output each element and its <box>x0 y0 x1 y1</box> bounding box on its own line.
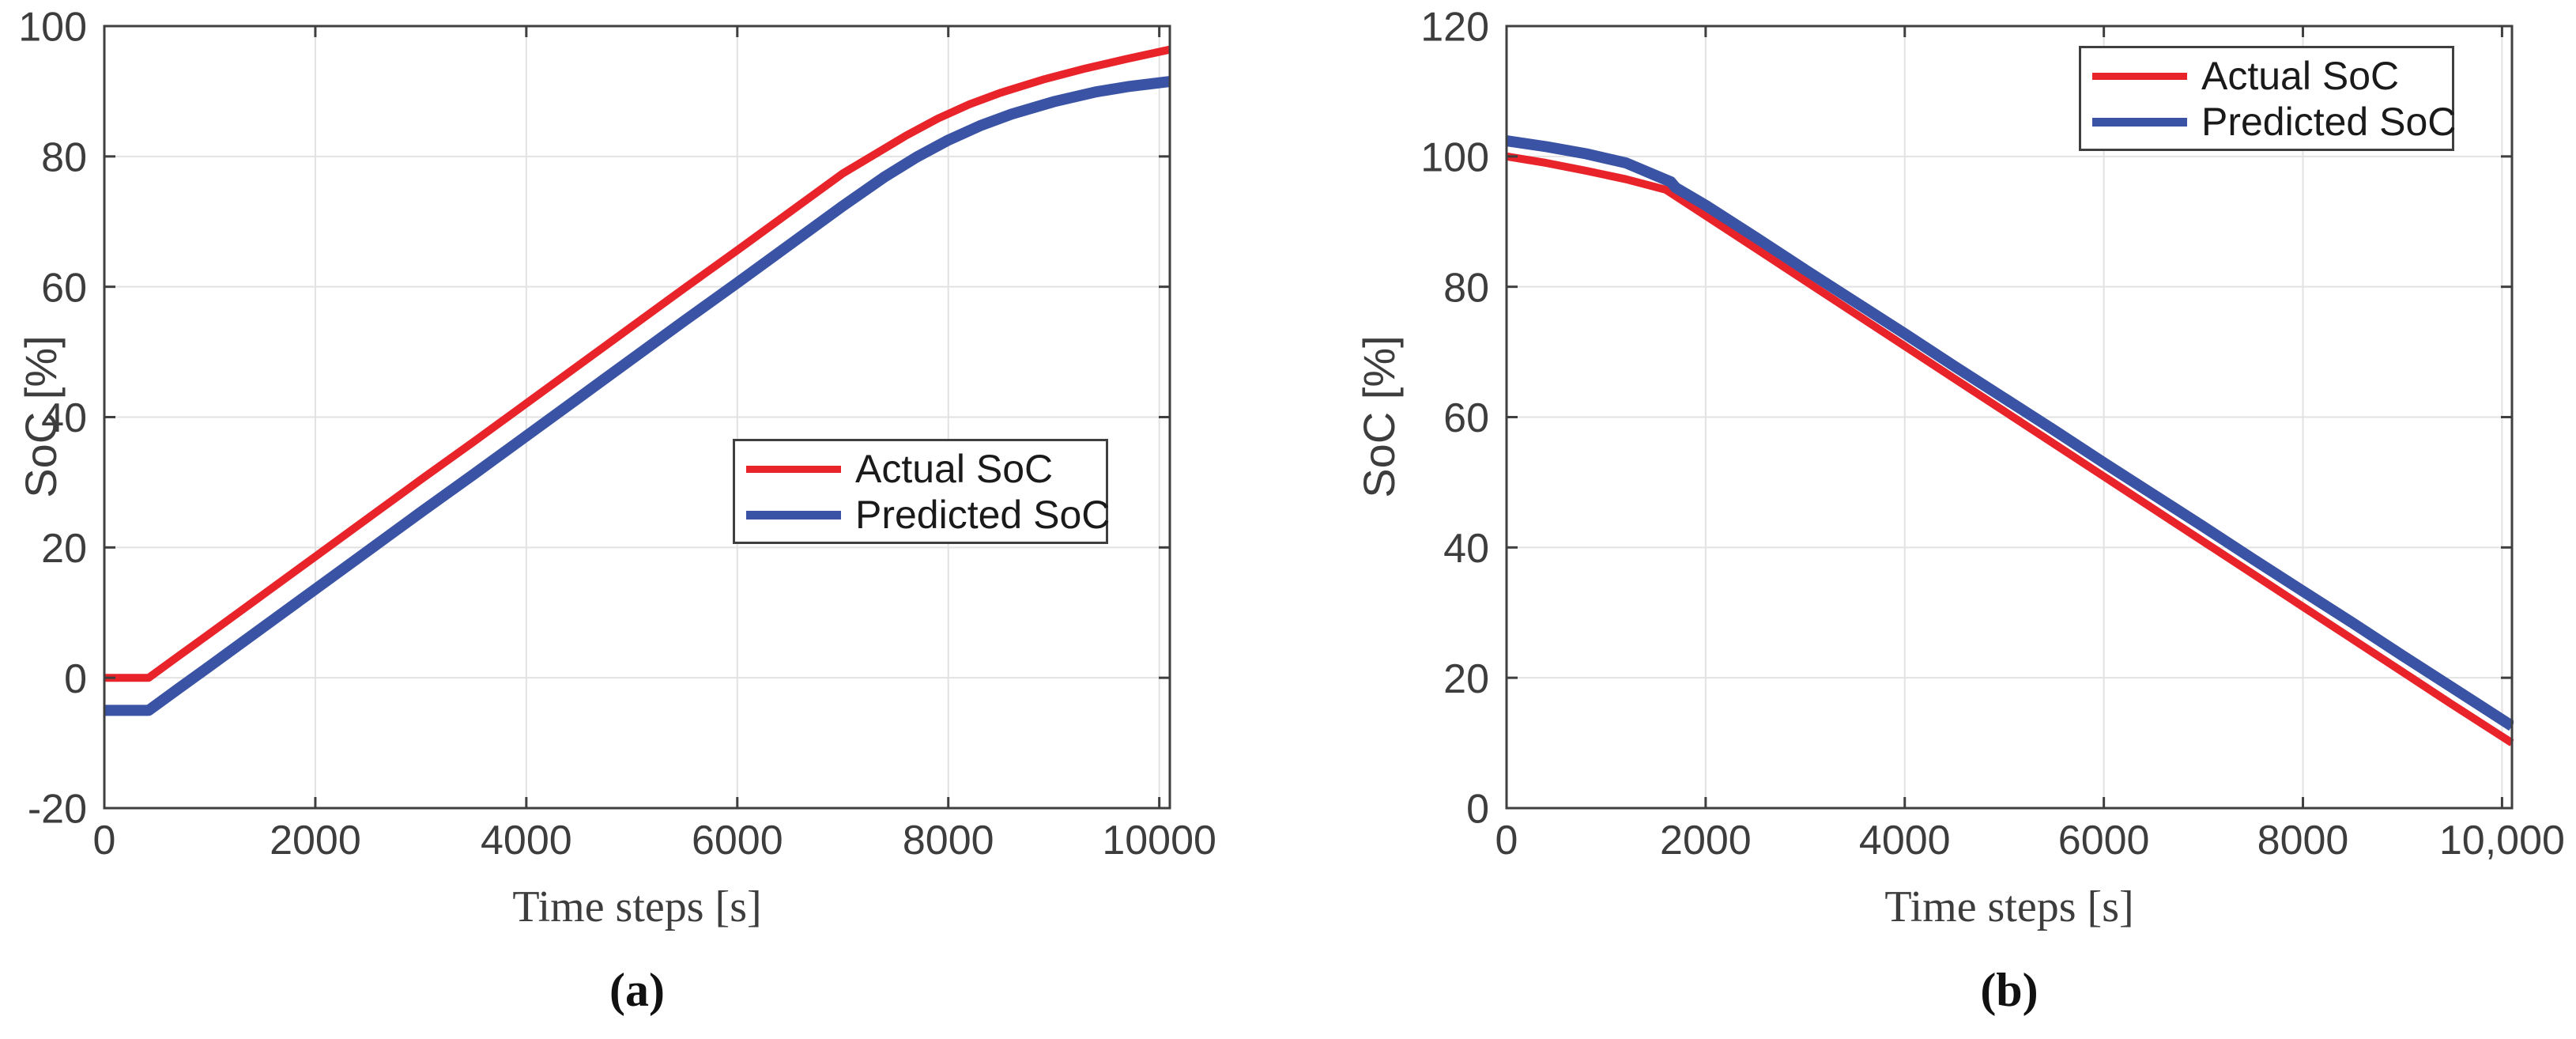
legend-swatch-box <box>746 510 841 520</box>
actual-soc-line <box>104 45 1171 682</box>
plot-b-canvas: 0 2000 4000 6000 8000 10,000 0 20 40 60 80 100 120 <box>1420 5 2565 863</box>
actual-soc-line <box>1506 152 2514 746</box>
predicted-soc-line <box>104 76 1171 716</box>
x-tick-label: 2000 <box>270 818 361 863</box>
legend-a: Actual SoC Predicted SoC <box>733 439 1110 544</box>
y-tick-label: 60 <box>41 265 87 311</box>
legend-item-predicted-soc: Predicted SoC <box>746 492 1110 538</box>
legend-item-actual-soc: Actual SoC <box>2092 53 2452 99</box>
legend-b: Actual SoC Predicted SoC <box>2079 46 2456 151</box>
panel-b: 0 2000 4000 6000 8000 10,000 0 20 40 60 80 100 120 S… <box>1288 0 2576 1039</box>
caption-a: (a) <box>609 964 665 1016</box>
predicted-soc-line <box>1505 135 2514 731</box>
legend-item-actual-soc: Actual SoC <box>746 446 1106 492</box>
x-tick-label: 2000 <box>1660 818 1752 863</box>
x-tick-label: 10000 <box>1102 818 1216 863</box>
legend-label-actual-soc: Actual SoC <box>855 447 1054 491</box>
y-tick-label: 20 <box>1443 656 1489 702</box>
x-tick-label: 6000 <box>2058 818 2150 863</box>
x-tick-label: 4000 <box>481 818 572 863</box>
x-axis-label-a: Time steps [s] <box>512 882 762 931</box>
legend-label-predicted-soc: Predicted SoC <box>855 493 1111 537</box>
predicted-soc-line-swatch <box>2092 117 2187 127</box>
y-tick-label: 100 <box>18 5 87 51</box>
legend-swatch-box <box>2092 72 2187 80</box>
legend-swatch-box <box>746 465 841 473</box>
y-tick-label: 100 <box>1420 135 1489 181</box>
y-tick-label: 40 <box>1443 526 1489 572</box>
x-tick-label: 0 <box>93 818 116 863</box>
actual-soc-line-swatch <box>2092 72 2187 80</box>
y-tick-label: 80 <box>1443 265 1489 311</box>
x-tick-label: 0 <box>1495 818 1518 863</box>
y-tick-label: 80 <box>41 135 87 181</box>
y-axis-label-a: SoC [%] <box>16 335 66 498</box>
caption-b: (b) <box>1980 964 2039 1016</box>
x-axis-label-b: Time steps [s] <box>1884 882 2134 931</box>
actual-soc-line-swatch <box>746 465 841 473</box>
y-tick-label: 40 <box>41 395 87 441</box>
panel-a: 0 2000 4000 6000 8000 10000 -20 0 20 40 60 80 100 So… <box>16 5 1216 1016</box>
y-tick-label: 60 <box>1443 395 1489 441</box>
legend-label-actual-soc: Actual SoC <box>2201 54 2400 98</box>
y-tick-label: 20 <box>41 526 87 572</box>
x-tick-label: 10,000 <box>2439 818 2565 863</box>
x-tick-label: 4000 <box>1859 818 1951 863</box>
predicted-soc-line-swatch <box>746 510 841 520</box>
y-axis-label-b: SoC [%] <box>1354 335 1404 498</box>
x-tick-label: 8000 <box>2257 818 2349 863</box>
x-tick-label: 8000 <box>903 818 994 863</box>
legend-item-predicted-soc: Predicted SoC <box>2092 99 2456 145</box>
legend-swatch-box <box>2092 117 2187 127</box>
x-tick-label: 6000 <box>692 818 783 863</box>
y-tick-label: 0 <box>64 656 87 702</box>
y-tick-label: 0 <box>1466 787 1489 833</box>
legend-label-predicted-soc: Predicted SoC <box>2201 100 2457 144</box>
y-tick-label: 120 <box>1420 5 1489 51</box>
y-tick-label: -20 <box>28 787 87 833</box>
